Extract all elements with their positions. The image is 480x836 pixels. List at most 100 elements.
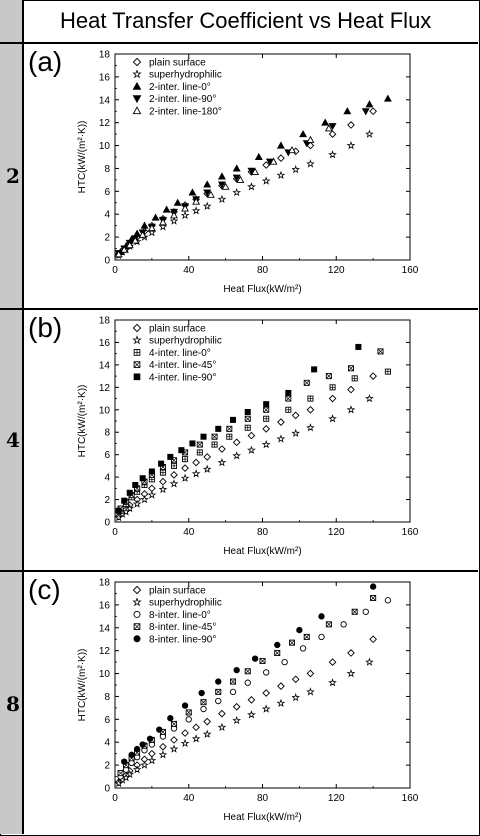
data-point: [288, 146, 296, 154]
data-point: [306, 687, 315, 696]
side-cell: [0, 310, 24, 570]
data-point: [147, 223, 156, 231]
y-tick-label: 0: [104, 518, 110, 529]
data-point: [296, 626, 303, 634]
data-point: [115, 507, 122, 514]
series-4: [117, 595, 377, 777]
data-point: [139, 741, 146, 748]
data-point: [232, 715, 242, 725]
data-point: [196, 449, 203, 456]
series-5: [115, 343, 362, 514]
data-point: [329, 384, 336, 391]
data-point: [180, 473, 190, 482]
data-point: [346, 668, 356, 678]
data-point: [125, 240, 134, 249]
data-point: [133, 745, 141, 753]
x-tick-label: 40: [183, 527, 195, 538]
data-point: [261, 176, 271, 185]
x-tick-label: 0: [112, 793, 118, 804]
panel-row-c: 8 (c) 0 40 80 120 160 0 2 4 6 8 10 12 14 16 18 Heat Flu…: [0, 572, 478, 834]
y-axis-label: HTC(kW/(m²·K)): [77, 385, 88, 458]
data-point: [159, 477, 167, 486]
y-tick-label: 10: [99, 405, 111, 416]
data-point: [365, 393, 374, 403]
data-point: [181, 729, 189, 737]
x-tick-label: 40: [183, 793, 195, 804]
data-point: [369, 372, 377, 380]
data-point: [232, 187, 242, 197]
series-2: [114, 129, 374, 260]
series-5: [114, 124, 333, 258]
data-point: [232, 702, 241, 711]
y-tick-label: 8: [104, 428, 110, 439]
data-point: [276, 170, 286, 180]
data-point: [215, 697, 222, 705]
data-point: [291, 693, 301, 702]
panel-label: (a): [28, 46, 63, 77]
data-point: [328, 150, 337, 159]
panel-row-b: 4 (b) 0 40 80 120 160 0 2 4 6 8 10 12 14 16 18 Heat Flu…: [0, 310, 478, 572]
data-point: [291, 675, 300, 684]
data-point: [147, 490, 157, 499]
legend-marker: [132, 106, 142, 115]
data-point: [158, 750, 168, 759]
x-axis-label: Heat Flux(kW/m²): [223, 812, 301, 823]
y-tick-label: 16: [99, 600, 111, 611]
y-tick-label: 14: [99, 360, 111, 371]
data-point: [299, 645, 307, 652]
data-point: [191, 734, 201, 743]
data-point: [125, 769, 135, 778]
data-point: [346, 405, 356, 414]
data-point: [247, 710, 256, 719]
data-point: [158, 218, 167, 226]
data-point: [206, 190, 215, 198]
legend-marker: [132, 69, 142, 79]
data-point: [218, 709, 226, 718]
data-point: [325, 621, 332, 628]
data-point: [232, 451, 242, 460]
legend-label: plain surface: [149, 58, 206, 69]
series-5: [121, 583, 377, 765]
data-point: [369, 583, 377, 590]
data-point: [162, 205, 171, 213]
data-point: [217, 722, 227, 732]
data-point: [132, 481, 139, 488]
legend-marker: [133, 635, 141, 643]
data-point: [369, 107, 377, 116]
data-point: [306, 423, 315, 432]
data-point: [299, 129, 308, 138]
data-point: [203, 717, 212, 726]
data-point: [170, 471, 178, 479]
data-point: [232, 164, 241, 172]
data-point: [281, 658, 288, 666]
data-point: [251, 167, 260, 175]
data-point: [192, 458, 200, 467]
data-point: [180, 738, 190, 748]
data-point: [215, 678, 222, 685]
legend-marker: [133, 361, 141, 368]
data-point: [262, 161, 271, 169]
x-tick-label: 80: [257, 265, 269, 276]
data-point: [132, 499, 142, 508]
data-point: [200, 705, 207, 713]
data-point: [117, 770, 124, 777]
data-point: [384, 597, 392, 604]
figure-title: Heat Transfer Coefficient vs Heat Flux: [60, 8, 432, 33]
y-axis-label: HTC(kW/(m²·K)): [77, 121, 88, 194]
series-2: [114, 657, 374, 788]
legend-marker: [132, 335, 142, 345]
chart-a: 0 40 80 120 160 0 2 4 6 8 10 12 14 16 18 Heat Flux(kW/m…: [77, 50, 419, 296]
legend-label: superhydrophilic: [149, 598, 222, 609]
y-tick-label: 4: [104, 473, 110, 484]
chart-c: 0 40 80 120 160 0 2 4 6 8 10 12 14 16 18 Heat Flux(kW/m…: [77, 578, 419, 824]
data-point: [132, 765, 142, 774]
data-point: [170, 462, 178, 469]
series-3: [117, 368, 391, 514]
data-point: [147, 227, 157, 237]
x-tick-label: 40: [183, 265, 195, 276]
x-tick-label: 160: [402, 793, 419, 804]
data-point: [351, 608, 358, 615]
data-point: [156, 726, 163, 733]
data-point: [191, 469, 201, 478]
data-point: [202, 201, 212, 210]
